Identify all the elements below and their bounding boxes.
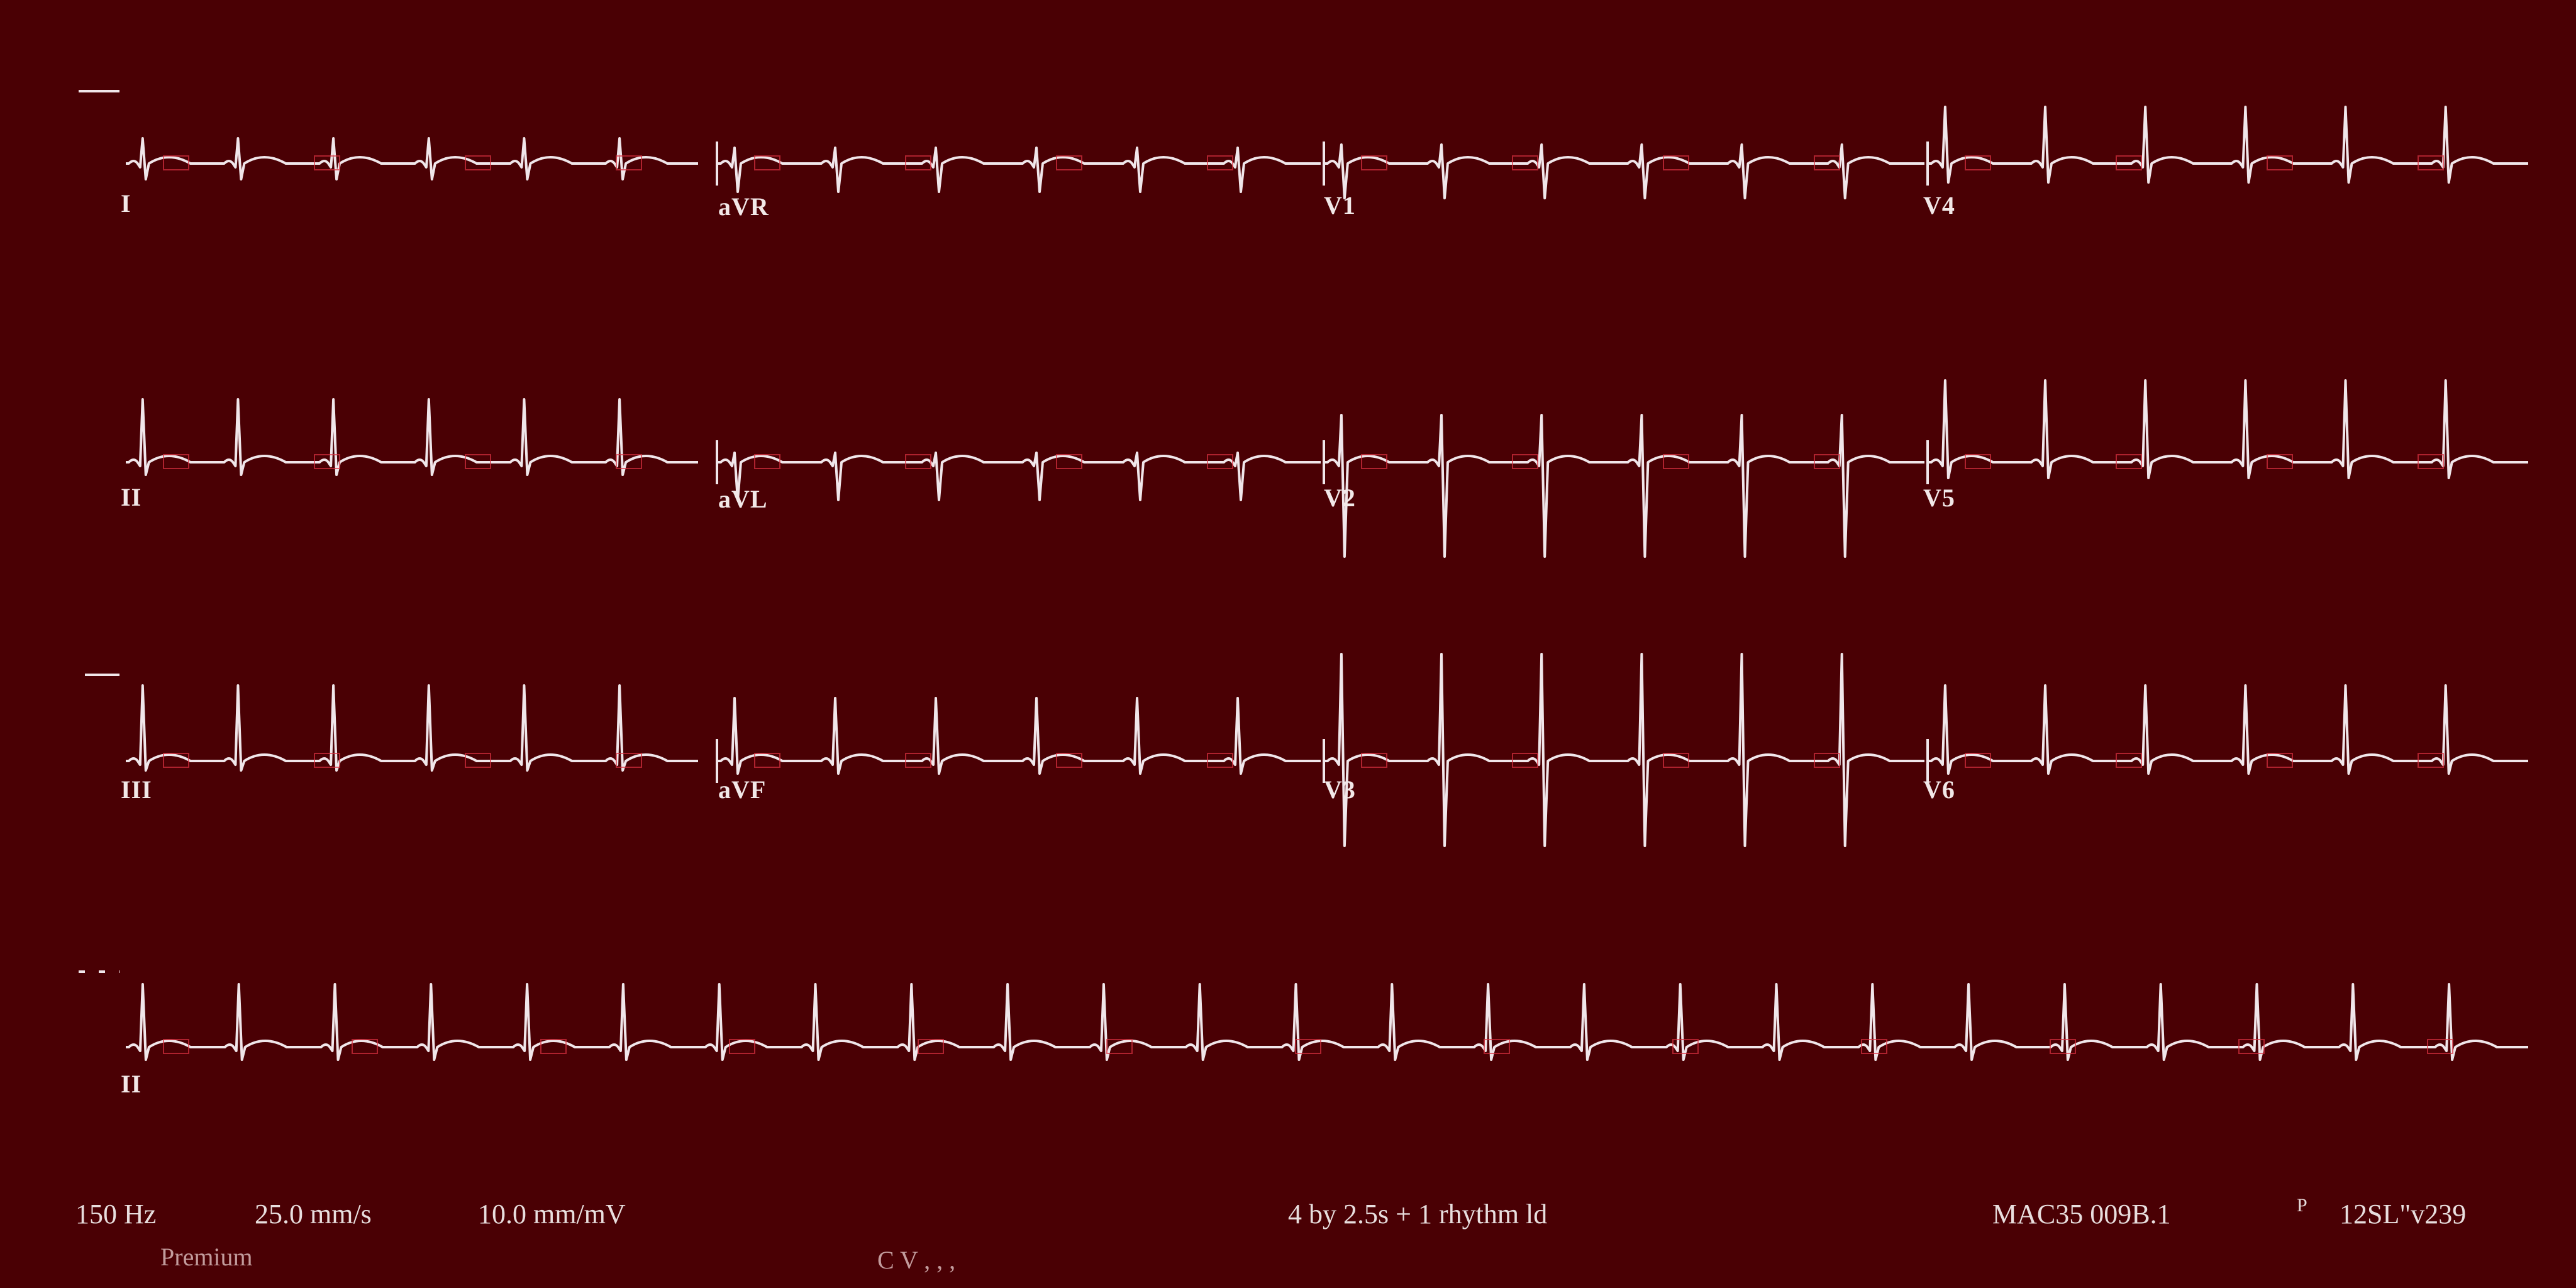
trace-avl [717, 452, 1321, 501]
marker-box [1207, 454, 1233, 469]
paper-speed: 25.0 mm/s [255, 1199, 372, 1230]
marker-box [314, 155, 340, 170]
lead-label-v4: V4 [1923, 191, 1955, 219]
lead-label-ii: II [121, 483, 142, 511]
trace-iii [126, 684, 698, 772]
lead-label-avf: aVF [718, 775, 767, 804]
marker-box [163, 454, 189, 469]
marker-box [2418, 454, 2444, 469]
lead-label-iii: III [121, 775, 152, 804]
trace-v2 [1324, 414, 1924, 558]
program-version: 12SL"v239 [2340, 1199, 2467, 1230]
marker-box [1663, 155, 1689, 170]
marker-box [2267, 155, 2293, 170]
marker-box [1663, 454, 1689, 469]
marker-box [2427, 1039, 2453, 1054]
marker-box [1663, 753, 1689, 768]
marker-box [1056, 454, 1082, 469]
lead-label-v3: V3 [1324, 775, 1356, 804]
marker-box [616, 753, 642, 768]
trace-v4 [1928, 106, 2528, 184]
layout-format: 4 by 2.5s + 1 rhythm ld [1288, 1199, 1548, 1230]
marker-box [465, 454, 491, 469]
trace-v3 [1324, 653, 1924, 847]
marker-box [1814, 753, 1840, 768]
marker-box [314, 753, 340, 768]
printer-name: Premium [160, 1243, 253, 1271]
lead-label-ii-rhythm: II [121, 1070, 142, 1098]
marker-box [616, 155, 642, 170]
marker-box [1965, 454, 1991, 469]
marker-box [2238, 1039, 2265, 1054]
lead-label-v5: V5 [1923, 484, 1955, 512]
marker-box [465, 155, 491, 170]
marker-box [1056, 753, 1082, 768]
marker-box [2267, 454, 2293, 469]
marker-box [2116, 454, 2142, 469]
marker-box [1361, 454, 1387, 469]
marker-box [2050, 1039, 2076, 1054]
marker-box [905, 155, 931, 170]
marker-box [1207, 753, 1233, 768]
marker-box [1484, 1039, 1510, 1054]
lead-label-avr: aVR [718, 192, 769, 221]
marker-box [2418, 155, 2444, 170]
marker-box [729, 1039, 755, 1054]
marker-box [465, 753, 491, 768]
marker-box [1861, 1039, 1887, 1054]
marker-box [2267, 753, 2293, 768]
marker-box [1106, 1039, 1133, 1054]
device-id: MAC35 009B.1 [1992, 1199, 2171, 1230]
marker-box [754, 155, 780, 170]
footer-mark: P [2297, 1195, 2307, 1216]
marker-box [540, 1039, 567, 1054]
marker-box [754, 753, 780, 768]
marker-box [1512, 155, 1538, 170]
marker-box [314, 454, 340, 469]
marker-box [163, 155, 189, 170]
marker-box [1814, 454, 1840, 469]
marker-box [616, 454, 642, 469]
marker-box [1814, 155, 1840, 170]
marker-box [905, 753, 931, 768]
trace-ii-rhythm [126, 983, 2528, 1061]
lead-label-v1: V1 [1324, 191, 1356, 219]
marker-box [1056, 155, 1082, 170]
trace-i [126, 137, 698, 180]
marker-box [1965, 753, 1991, 768]
trace-v6 [1928, 684, 2528, 775]
lead-label-v6: V6 [1923, 775, 1955, 804]
marker-box [1295, 1039, 1321, 1054]
marker-box [1512, 753, 1538, 768]
faint-footer-text: C V , , , [877, 1246, 956, 1274]
filter-setting: 150 Hz [75, 1199, 157, 1230]
trace-v5 [1928, 379, 2528, 479]
marker-box [163, 753, 189, 768]
trace-ii [126, 398, 698, 476]
trace-v1 [1324, 143, 1924, 199]
lead-label-i: I [121, 189, 131, 218]
lead-label-avl: aVL [718, 485, 768, 513]
marker-box [918, 1039, 944, 1054]
marker-box [352, 1039, 378, 1054]
marker-box [754, 454, 780, 469]
marker-box [1965, 155, 1991, 170]
marker-box [2116, 155, 2142, 170]
marker-box [1361, 155, 1387, 170]
gain-setting: 10.0 mm/mV [478, 1199, 626, 1230]
trace-avf [717, 697, 1321, 775]
marker-box [905, 454, 931, 469]
trace-avr [717, 147, 1321, 193]
lead-label-v2: V2 [1324, 484, 1356, 512]
marker-box [1672, 1039, 1699, 1054]
marker-box [1361, 753, 1387, 768]
marker-box [1512, 454, 1538, 469]
marker-box [2418, 753, 2444, 768]
marker-box [2116, 753, 2142, 768]
marker-box [1207, 155, 1233, 170]
marker-box [163, 1039, 189, 1054]
